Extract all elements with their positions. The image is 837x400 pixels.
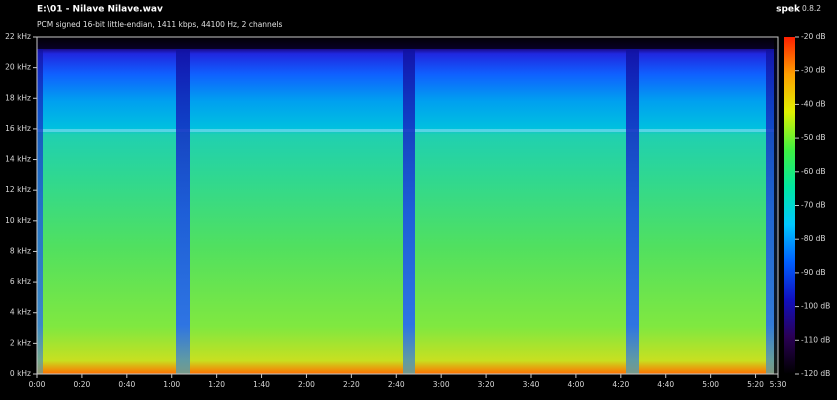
colorbar-label: -110 dB (801, 335, 830, 344)
x-tick-label: 5:00 (702, 380, 719, 389)
y-tick-label: 16 kHz (5, 124, 31, 133)
colorbar-label: -90 dB (801, 268, 826, 277)
plot-frame (36, 36, 779, 375)
gap (626, 49, 639, 374)
x-tick-label: 3:00 (433, 380, 450, 389)
x-tick-label: 0:00 (29, 380, 46, 389)
x-tick-label: 4:00 (567, 380, 584, 389)
x-tick-label: 2:40 (388, 380, 405, 389)
colorbar (784, 37, 795, 374)
y-tick-label: 2 kHz (10, 338, 31, 347)
colorbar-label: -20 dB (801, 32, 826, 41)
x-tick-label: 1:40 (253, 380, 270, 389)
gap (37, 49, 43, 374)
y-tick-label: 22 kHz (5, 32, 31, 41)
y-tick-label: 20 kHz (5, 63, 31, 72)
x-tick-label: 1:00 (163, 380, 180, 389)
x-tick-label: 0:40 (118, 380, 135, 389)
file-title: E:\01 - Nilave Nilave.wav (37, 5, 163, 15)
colorbar-label: -70 dB (801, 201, 826, 210)
x-tick-label: 2:00 (298, 380, 315, 389)
x-tick-label: 5:20 (747, 380, 764, 389)
y-tick-label: 4 kHz (10, 308, 31, 317)
colorbar-label: -100 dB (801, 302, 830, 311)
colorbar-label: -80 dB (801, 234, 826, 243)
y-tick-label: 0 kHz (10, 369, 31, 378)
colorbar-label: -30 dB (801, 66, 826, 75)
colorbar-label: -60 dB (801, 167, 826, 176)
colorbar-label: -120 dB (801, 369, 830, 378)
x-tick-label: 1:20 (208, 380, 225, 389)
spectrogram-image (37, 37, 778, 374)
x-tick-label: 4:40 (657, 380, 674, 389)
y-tick-label: 6 kHz (10, 277, 31, 286)
app-name: spek (776, 5, 801, 15)
x-tick-label: 2:20 (343, 380, 360, 389)
x-tick-label: 4:20 (612, 380, 629, 389)
x-tick-label: 3:20 (478, 380, 495, 389)
app-version: 0.8.2 (802, 4, 821, 13)
gap (176, 49, 190, 374)
y-tick-label: 18 kHz (5, 93, 31, 102)
x-tick-label: 3:40 (523, 380, 540, 389)
gap (774, 37, 778, 374)
x-tick-label: 5:30 (770, 380, 787, 389)
colorbar-label: -50 dB (801, 133, 826, 142)
y-tick-label: 10 kHz (5, 216, 31, 225)
y-tick-label: 12 kHz (5, 185, 31, 194)
y-tick-label: 8 kHz (10, 246, 31, 255)
gap (403, 49, 415, 374)
colorbar-label: -40 dB (801, 99, 826, 108)
y-tick-label: 14 kHz (5, 155, 31, 164)
spectrum-top (37, 37, 778, 49)
x-tick-label: 0:20 (73, 380, 90, 389)
file-info: PCM signed 16-bit little-endian, 1411 kb… (37, 20, 283, 29)
